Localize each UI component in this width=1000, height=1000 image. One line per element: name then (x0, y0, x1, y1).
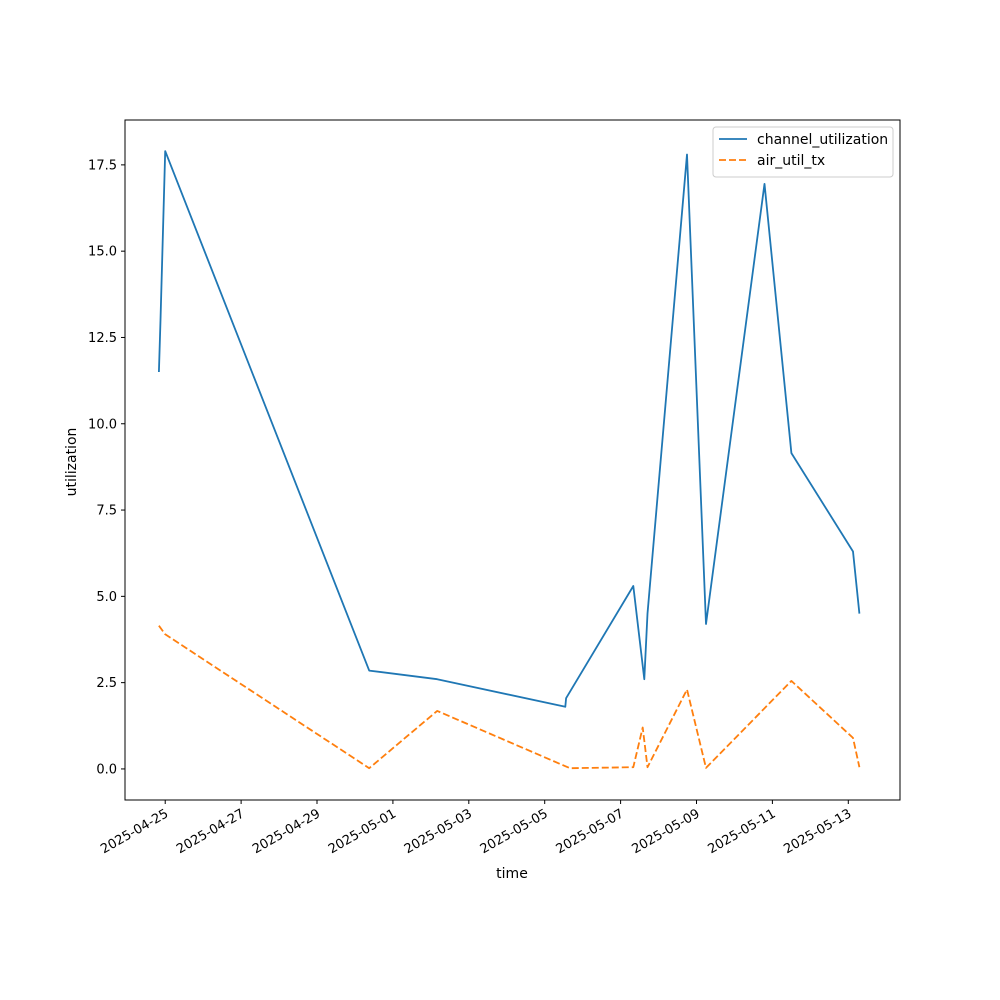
y-tick-label: 7.5 (96, 504, 117, 519)
plot-area (125, 120, 900, 800)
y-tick-label: 0.0 (96, 762, 117, 777)
legend-label: air_util_tx (757, 153, 825, 169)
series-line-air-util-tx (158, 625, 861, 770)
plot-frame (124, 119, 901, 801)
x-axis-label: time (496, 866, 528, 882)
legend-label: channel_utilization (757, 132, 888, 148)
y-axis-label: utilization (64, 428, 80, 497)
legend-box (712, 126, 894, 178)
y-tick-label: 12.5 (88, 331, 117, 346)
y-tick-label: 17.5 (88, 158, 117, 173)
series-layer (158, 150, 861, 770)
y-tick-label: 5.0 (96, 590, 117, 605)
y-tick-label: 15.0 (88, 245, 117, 260)
y-tick-label: 10.0 (88, 417, 117, 432)
legend: channel_utilization air_util_tx (712, 126, 894, 178)
series-line-channel-utilization (158, 150, 861, 708)
y-tick-label: 2.5 (96, 676, 117, 691)
